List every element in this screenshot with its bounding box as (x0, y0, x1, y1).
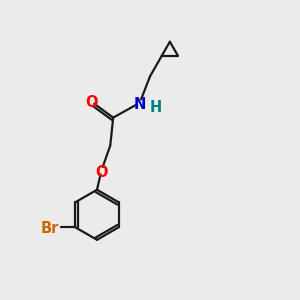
Text: H: H (150, 100, 162, 115)
Text: Br: Br (41, 221, 59, 236)
Text: O: O (95, 165, 108, 180)
Text: O: O (85, 95, 98, 110)
Text: N: N (134, 97, 146, 112)
